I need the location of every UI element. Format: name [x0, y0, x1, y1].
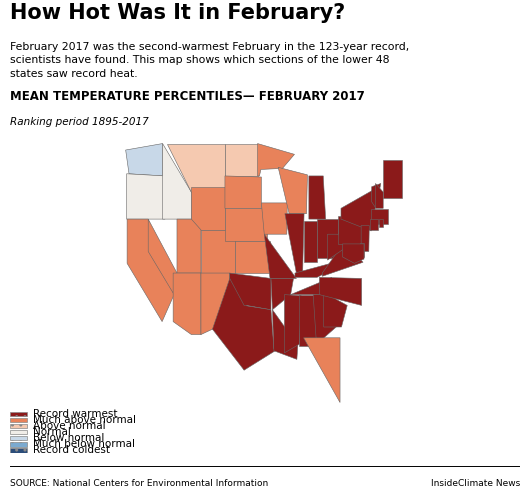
- Polygon shape: [126, 174, 165, 219]
- Text: MEAN TEMPERATURE PERCENTILES— FEBRUARY 2017: MEAN TEMPERATURE PERCENTILES— FEBRUARY 2…: [10, 90, 364, 103]
- Text: Normal: Normal: [33, 427, 71, 437]
- Polygon shape: [234, 240, 270, 273]
- Text: Much above normal: Much above normal: [33, 415, 136, 425]
- Text: Ranking period 1895-2017: Ranking period 1895-2017: [10, 117, 148, 127]
- Polygon shape: [376, 183, 383, 208]
- Polygon shape: [258, 144, 295, 176]
- Polygon shape: [272, 310, 298, 359]
- FancyBboxPatch shape: [10, 442, 27, 446]
- Polygon shape: [201, 230, 234, 273]
- FancyBboxPatch shape: [10, 424, 27, 428]
- Polygon shape: [173, 273, 201, 335]
- Polygon shape: [126, 144, 162, 176]
- Text: February 2017 was the second-warmest February in the 123-year record,
scientists: February 2017 was the second-warmest Feb…: [10, 42, 409, 79]
- Polygon shape: [304, 221, 317, 262]
- FancyBboxPatch shape: [10, 430, 27, 434]
- Polygon shape: [264, 234, 296, 279]
- FancyBboxPatch shape: [10, 448, 27, 452]
- Polygon shape: [371, 209, 388, 224]
- Polygon shape: [261, 203, 287, 234]
- Polygon shape: [327, 234, 351, 260]
- Polygon shape: [201, 273, 230, 335]
- Polygon shape: [370, 219, 378, 230]
- Text: SOURCE: National Centers for Environmental Information: SOURCE: National Centers for Environment…: [10, 479, 268, 488]
- Polygon shape: [177, 219, 201, 273]
- Polygon shape: [382, 160, 403, 197]
- Polygon shape: [338, 216, 366, 244]
- Polygon shape: [148, 219, 177, 295]
- Text: Below normal: Below normal: [33, 433, 105, 443]
- Polygon shape: [213, 279, 275, 370]
- Text: Much below normal: Much below normal: [33, 439, 135, 449]
- Polygon shape: [285, 295, 301, 353]
- Polygon shape: [313, 294, 336, 344]
- Polygon shape: [342, 244, 364, 264]
- Polygon shape: [191, 187, 225, 230]
- Polygon shape: [322, 248, 363, 276]
- Polygon shape: [341, 187, 379, 231]
- Polygon shape: [278, 167, 307, 214]
- Polygon shape: [162, 144, 191, 219]
- Text: How Hot Was It in February?: How Hot Was It in February?: [10, 3, 345, 23]
- Polygon shape: [271, 279, 294, 310]
- Polygon shape: [230, 273, 271, 370]
- Polygon shape: [361, 225, 369, 252]
- Polygon shape: [324, 293, 347, 327]
- Text: Record warmest: Record warmest: [33, 409, 118, 419]
- Polygon shape: [167, 144, 225, 192]
- Polygon shape: [372, 183, 381, 208]
- Text: InsideClimate News: InsideClimate News: [431, 479, 520, 488]
- Polygon shape: [360, 243, 364, 257]
- Polygon shape: [295, 264, 331, 278]
- Polygon shape: [304, 338, 340, 402]
- Polygon shape: [317, 219, 338, 258]
- Polygon shape: [225, 176, 261, 208]
- Polygon shape: [379, 219, 382, 226]
- FancyBboxPatch shape: [10, 412, 27, 416]
- Polygon shape: [299, 295, 316, 346]
- Polygon shape: [127, 219, 174, 322]
- Polygon shape: [309, 176, 326, 219]
- Polygon shape: [320, 278, 362, 306]
- Text: Above normal: Above normal: [33, 421, 106, 431]
- Text: Record coldest: Record coldest: [33, 445, 111, 455]
- Polygon shape: [225, 144, 258, 176]
- Polygon shape: [285, 214, 304, 273]
- FancyBboxPatch shape: [10, 418, 27, 422]
- Polygon shape: [225, 208, 267, 240]
- FancyBboxPatch shape: [10, 436, 27, 440]
- Polygon shape: [290, 278, 332, 295]
